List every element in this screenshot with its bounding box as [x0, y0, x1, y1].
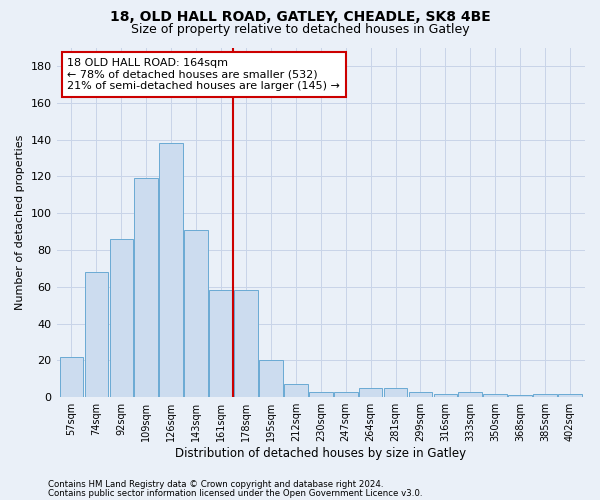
Bar — [259, 360, 283, 397]
X-axis label: Distribution of detached houses by size in Gatley: Distribution of detached houses by size … — [175, 447, 466, 460]
Bar — [309, 392, 332, 397]
Bar — [409, 392, 433, 397]
Bar — [234, 290, 258, 397]
Bar — [334, 392, 358, 397]
Bar — [484, 394, 507, 397]
Text: Size of property relative to detached houses in Gatley: Size of property relative to detached ho… — [131, 22, 469, 36]
Y-axis label: Number of detached properties: Number of detached properties — [15, 134, 25, 310]
Bar — [434, 394, 457, 397]
Text: 18, OLD HALL ROAD, GATLEY, CHEADLE, SK8 4BE: 18, OLD HALL ROAD, GATLEY, CHEADLE, SK8 … — [110, 10, 490, 24]
Bar — [184, 230, 208, 397]
Bar — [558, 394, 582, 397]
Bar — [160, 143, 183, 397]
Text: 18 OLD HALL ROAD: 164sqm
← 78% of detached houses are smaller (532)
21% of semi-: 18 OLD HALL ROAD: 164sqm ← 78% of detach… — [67, 58, 340, 91]
Bar — [134, 178, 158, 397]
Bar — [110, 239, 133, 397]
Bar — [284, 384, 308, 397]
Bar — [359, 388, 382, 397]
Bar — [384, 388, 407, 397]
Text: Contains HM Land Registry data © Crown copyright and database right 2024.: Contains HM Land Registry data © Crown c… — [48, 480, 383, 489]
Text: Contains public sector information licensed under the Open Government Licence v3: Contains public sector information licen… — [48, 488, 422, 498]
Bar — [533, 394, 557, 397]
Bar — [508, 396, 532, 397]
Bar — [458, 392, 482, 397]
Bar — [209, 290, 233, 397]
Bar — [85, 272, 108, 397]
Bar — [59, 356, 83, 397]
